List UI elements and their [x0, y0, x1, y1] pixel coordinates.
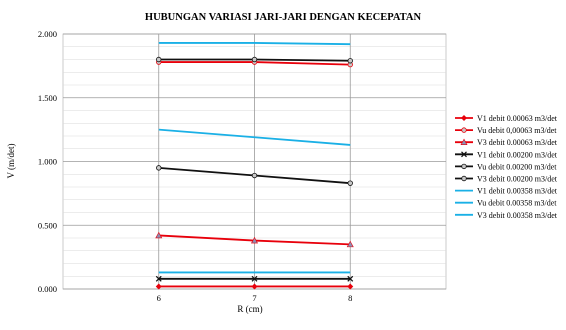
series-4: [155, 275, 354, 282]
data-point: [347, 180, 353, 186]
legend-marker: [461, 115, 467, 121]
data-point: [155, 283, 162, 290]
data-point: [251, 172, 258, 179]
x-axis-label: R (cm): [237, 304, 262, 314]
legend-label: V3 debit 0.00200 m3/det: [477, 175, 558, 184]
y-tick-label: 1.500: [38, 93, 57, 103]
chart-title: HUBUNGAN VARIASI JARI-JARI DENGAN KECEPA…: [145, 12, 422, 23]
data-point: [251, 283, 258, 290]
legend-item: Vu debit 0.00358 m3/det: [455, 199, 557, 208]
x-tick-label: 6: [157, 293, 161, 303]
legend-label: V1 debit 0.00358 m3/det: [477, 187, 558, 196]
legend-label: Vu debit 0.00358 m3/det: [477, 199, 557, 208]
series-group: [155, 42, 354, 290]
legend-label: V1 debit 0.00063 m3/det: [477, 114, 558, 123]
legend-marker: [461, 127, 467, 133]
data-point: [155, 275, 162, 282]
data-point: [155, 231, 163, 239]
legend-item: V1 debit 0.00358 m3/det: [455, 187, 558, 196]
y-tick-label: 0.500: [38, 220, 57, 230]
data-point: [156, 56, 162, 63]
y-axis-label: V (m/det): [6, 143, 16, 178]
legend-label: V3 debit 0.00063 m3/det: [477, 138, 558, 147]
x-tick-label: 8: [348, 293, 352, 303]
series-1: [155, 283, 354, 290]
data-point: [346, 240, 354, 248]
data-point: [251, 56, 258, 63]
legend-label: V3 debit 0.00358 m3/det: [477, 211, 558, 220]
series-8: [158, 42, 351, 46]
data-point: [156, 165, 162, 171]
legend-marker: [460, 138, 468, 145]
legend-item: V3 debit 0.00358 m3/det: [455, 211, 558, 220]
legend-marker: [461, 151, 467, 158]
x-tick-label: 7: [252, 293, 256, 303]
legend-label: Vu debit 0,00063 m3/det: [477, 126, 557, 135]
series-line: [158, 128, 351, 146]
y-tick-label: 2.000: [38, 29, 57, 39]
legend-item: V3 debit 0.00063 m3/det: [455, 138, 558, 147]
data-point: [250, 236, 259, 244]
legend-item: Vu debit 0,00063 m3/det: [455, 126, 557, 135]
legend-label: Vu debit 0.00200 m3/det: [477, 162, 557, 171]
legend-marker: [461, 163, 467, 170]
series-5: [156, 56, 353, 64]
legend-label: V1 debit 0.00200 m3/det: [477, 150, 558, 159]
grid-lines: [63, 33, 446, 290]
data-point: [347, 283, 354, 290]
data-point: [347, 275, 354, 282]
axis-ticks: 0.000 0.500 1.000 1.500 2.000 6 7 8: [38, 29, 353, 303]
legend-item: V1 debit 0.00063 m3/det: [455, 114, 558, 123]
legend-item: V3 debit 0.00200 m3/det: [455, 175, 558, 184]
legend-item: V1 debit 0.00200 m3/det: [455, 150, 558, 159]
legend: V1 debit 0.00063 m3/det Vu debit 0,00063 …: [455, 114, 558, 220]
series-6: [156, 165, 353, 186]
series-9: [158, 128, 351, 146]
series-3: [155, 231, 354, 248]
series-line: [158, 42, 351, 46]
data-point: [347, 58, 353, 64]
legend-marker: [461, 175, 467, 182]
y-tick-label: 0.000: [38, 284, 57, 294]
data-point: [251, 275, 258, 282]
legend-item: Vu debit 0.00200 m3/det: [455, 162, 557, 171]
y-tick-label: 1.000: [38, 157, 57, 167]
